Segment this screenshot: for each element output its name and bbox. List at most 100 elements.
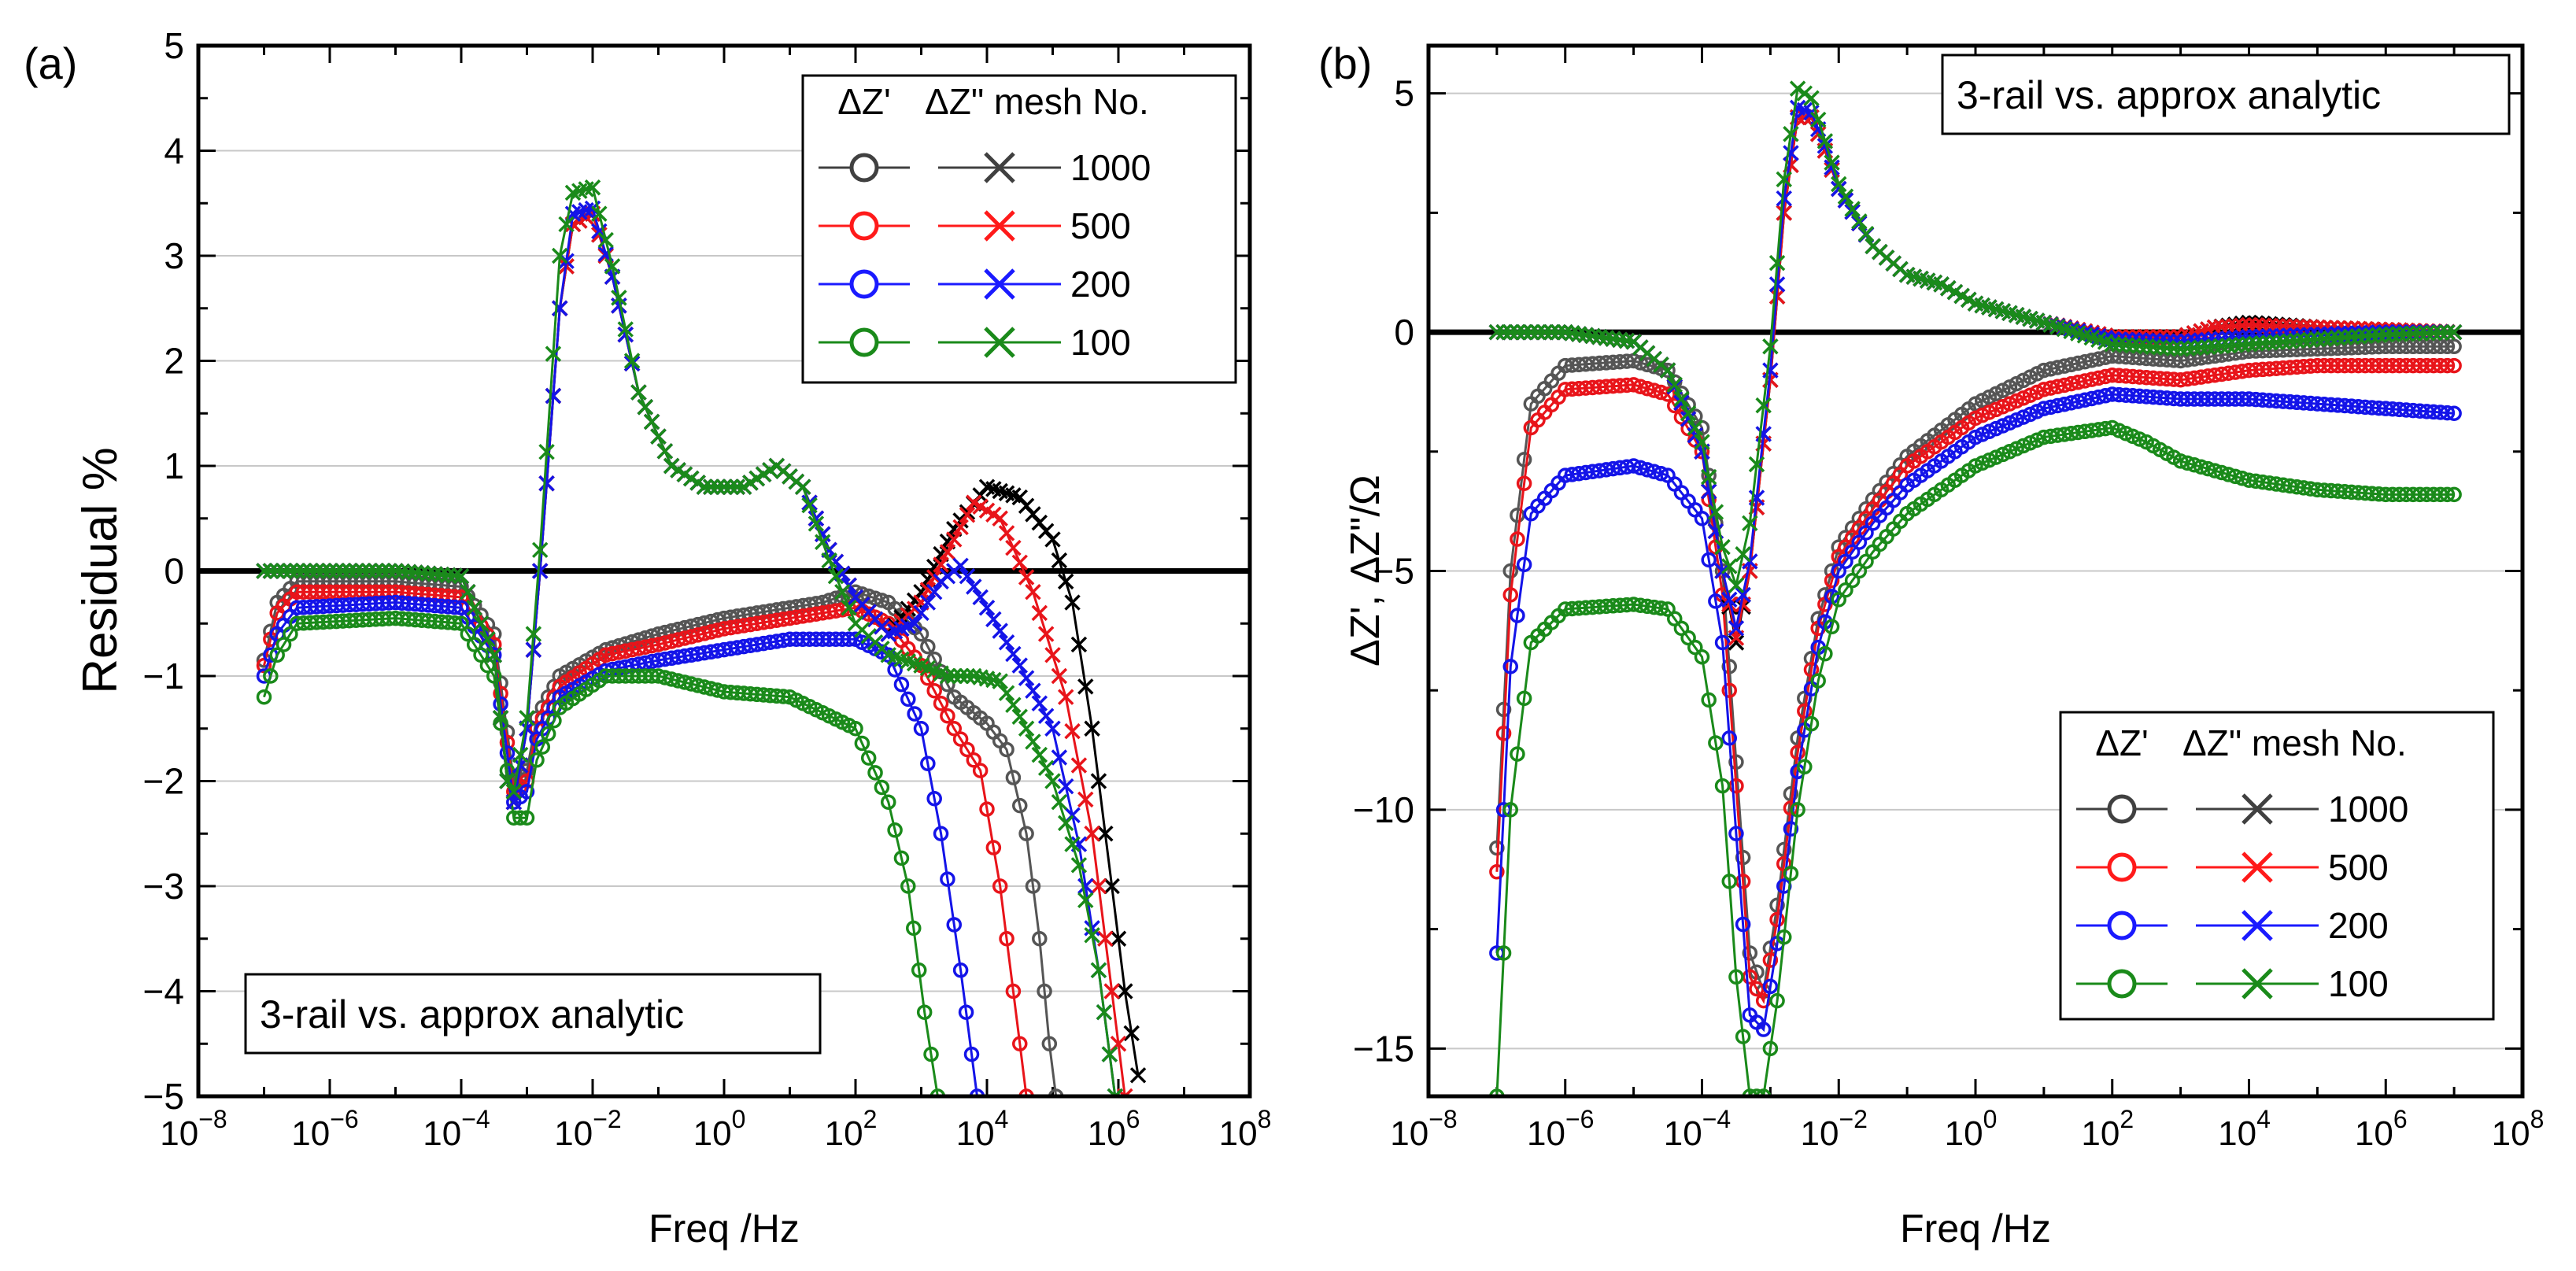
data-point <box>283 626 298 642</box>
data-point <box>1077 791 1094 808</box>
data-point <box>1755 397 1772 414</box>
x-tick-label: 100 <box>693 1105 746 1153</box>
data-point <box>466 599 482 616</box>
data-point <box>940 871 955 887</box>
data-point <box>656 443 674 460</box>
data-point <box>2446 357 2462 374</box>
data-point <box>2363 327 2381 344</box>
data-point <box>525 626 542 642</box>
data-point <box>545 387 562 405</box>
data-point <box>1516 323 1532 341</box>
data-point <box>1748 456 1765 473</box>
data-point <box>1714 778 1731 794</box>
data-point <box>1728 754 1744 770</box>
data-point <box>2070 393 2086 409</box>
plot-area <box>1488 80 2463 1096</box>
data-point <box>2412 325 2428 342</box>
data-point <box>1057 778 1074 795</box>
data-point <box>2172 341 2189 357</box>
data-point <box>446 615 463 631</box>
data-point <box>540 726 556 742</box>
data-point <box>2077 353 2093 370</box>
data-point <box>1031 695 1048 711</box>
data-point <box>1037 708 1055 724</box>
data-point <box>1632 379 1649 395</box>
data-point <box>1070 757 1088 774</box>
legend: ΔZ' ΔZ" mesh No. 1000 500 200 100 <box>2059 711 2495 1021</box>
y-tick-label: 5 <box>1394 73 1414 114</box>
data-point <box>1783 821 1799 837</box>
data-point <box>2206 338 2223 355</box>
data-point <box>1653 600 1669 616</box>
data-point <box>1701 552 1717 568</box>
data-point <box>394 563 411 580</box>
data-point <box>2446 405 2462 421</box>
x-tick-label: 10−8 <box>160 1105 227 1153</box>
data-point <box>1797 703 1813 719</box>
annotation-text: 3-rail vs. approx analytic <box>1957 73 2381 117</box>
data-point <box>2057 358 2072 374</box>
data-point <box>808 515 825 532</box>
data-point <box>2042 361 2059 377</box>
data-point <box>1776 190 1792 207</box>
data-point <box>1694 648 1710 665</box>
data-point <box>841 599 857 616</box>
data-point <box>486 668 502 684</box>
data-point <box>952 519 969 536</box>
data-point <box>1510 608 1525 623</box>
data-point <box>1502 587 1518 603</box>
data-point <box>2077 373 2093 389</box>
data-point <box>1488 323 1506 341</box>
y-tick-label: −4 <box>143 971 184 1012</box>
data-point <box>597 231 614 249</box>
data-point <box>492 710 509 726</box>
data-point <box>952 731 969 747</box>
data-point <box>2227 468 2243 485</box>
data-point <box>1851 213 1868 230</box>
data-point <box>952 667 969 685</box>
data-point <box>999 931 1015 947</box>
data-point <box>920 756 936 771</box>
data-point <box>1721 682 1737 698</box>
legend-marker-circle <box>849 327 879 357</box>
data-point <box>1714 563 1731 579</box>
data-point <box>2419 325 2435 342</box>
data-point <box>2330 330 2346 346</box>
data-point <box>604 258 621 275</box>
data-point <box>611 290 627 306</box>
data-point <box>2036 401 2052 416</box>
data-point <box>1797 759 1813 775</box>
data-point <box>1005 983 1022 999</box>
data-point <box>1667 397 1683 414</box>
data-point <box>2090 389 2107 405</box>
annotation-box <box>244 973 822 1055</box>
data-point <box>1701 692 1717 708</box>
data-point <box>1077 678 1094 695</box>
data-point <box>1495 726 1512 741</box>
data-point <box>1090 773 1107 789</box>
data-point <box>1123 1025 1140 1042</box>
data-point <box>1762 338 1779 355</box>
data-point <box>262 563 279 579</box>
data-point <box>368 563 384 579</box>
data-point <box>315 563 331 579</box>
data-point <box>985 840 1002 855</box>
data-point <box>1064 722 1081 740</box>
data-point <box>920 638 936 655</box>
data-point <box>531 541 549 559</box>
legend-marker-circle <box>2107 852 2137 882</box>
data-point <box>1502 659 1518 674</box>
data-point <box>1700 468 1717 486</box>
data-point <box>623 353 641 369</box>
data-point <box>1516 556 1532 573</box>
data-point <box>1844 201 1861 217</box>
data-point <box>1005 696 1022 713</box>
data-point <box>387 563 404 579</box>
data-point <box>1762 362 1779 379</box>
data-point <box>2234 471 2250 486</box>
data-point <box>1011 554 1028 571</box>
data-point <box>2439 405 2456 421</box>
data-point <box>1077 892 1094 909</box>
data-point <box>978 599 996 616</box>
legend-marker-circle <box>849 211 879 241</box>
